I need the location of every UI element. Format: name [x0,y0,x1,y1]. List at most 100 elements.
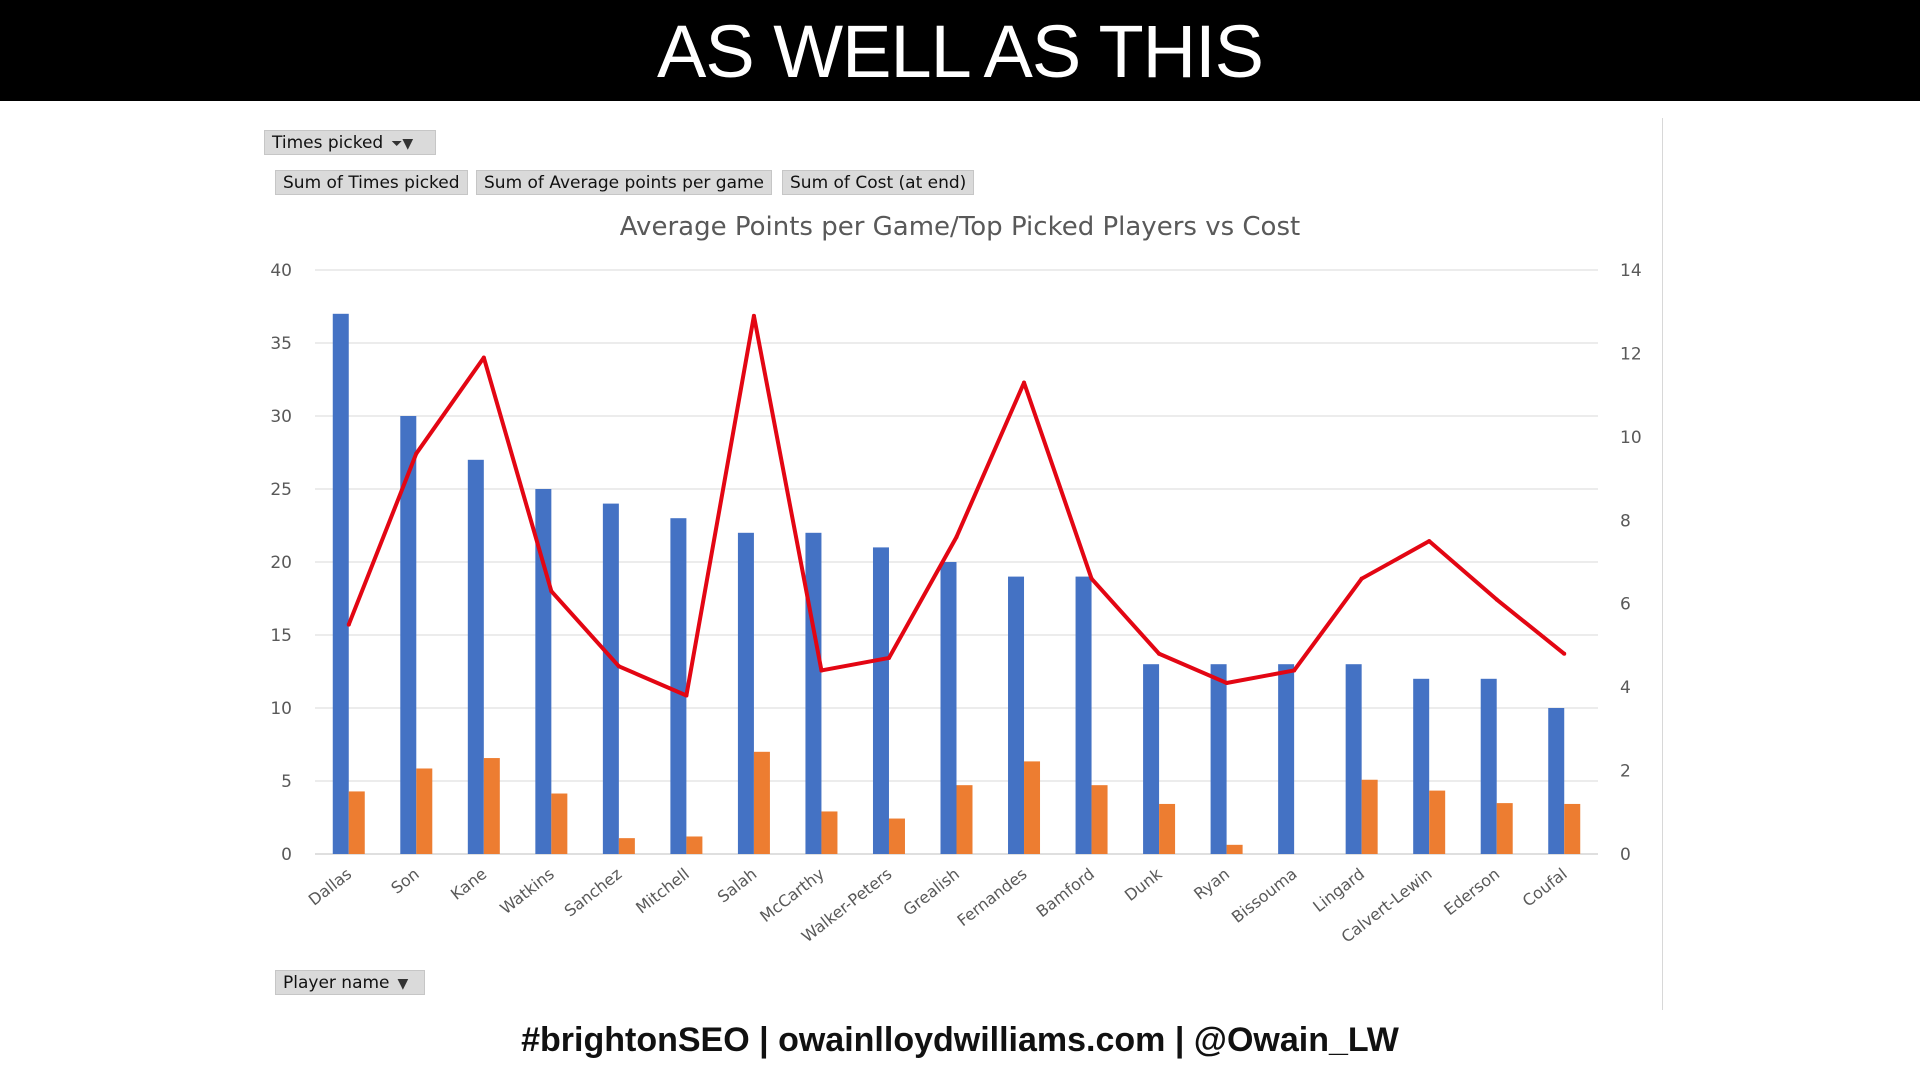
value-field-button-avg-points[interactable]: Sum of Average points per game [476,170,773,195]
bar-avg-points [483,758,500,854]
x-tick-label: Grealish [900,864,963,919]
bar-times-picked [602,503,619,854]
filter-field-button[interactable]: Times picked ⏷▼ [264,130,436,155]
line-series [346,313,1567,698]
y-left-tick-label: 0 [281,845,292,865]
line-cost-point [346,622,351,627]
combo-chart: Average Points per Game/Top Picked Playe… [270,212,1642,947]
axis-field-button[interactable]: Player name ▼ [275,970,425,995]
x-tick-label: Mitchell [632,864,693,917]
value-field-button-times-picked[interactable]: Sum of Times picked [275,170,468,195]
x-tick-label: Lingard [1309,864,1368,916]
bar-times-picked [872,547,889,854]
bar-times-picked [940,562,957,854]
slide-footer: #brightonSEO | owainlloydwilliams.com | … [521,1020,1399,1059]
x-tick-label: Ederson [1440,864,1503,919]
y-axis-left: 0 5 10 15 20 25 30 35 40 [270,261,292,865]
bar-times-picked [400,416,417,854]
excel-pivot-chart-panel: Times picked ⏷▼ Sum of Times picked Sum o… [260,118,1663,1010]
line-cost-point [1022,380,1027,385]
x-tick-label: Fernandes [953,864,1030,930]
x-tick-label: Dallas [305,864,355,909]
line-cost-point [414,451,419,456]
axis-field-label: Player name [283,973,390,993]
bar-avg-points [821,811,838,854]
y-right-tick-label: 6 [1620,595,1631,615]
bar-avg-points [1159,803,1176,854]
slide-title: AS WELL AS THIS [656,10,1264,93]
bar-avg-points [1024,761,1041,854]
line-cost-point [481,355,486,360]
bar-avg-points [1361,779,1378,854]
bar-avg-points [1496,803,1513,854]
line-cost-point [819,668,824,673]
bar-times-picked [1278,664,1295,854]
bar-times-picked [467,459,484,854]
y-left-tick-label: 5 [281,772,292,792]
line-cost-point [1224,680,1229,685]
line-cost-point [954,534,959,539]
y-left-tick-label: 15 [270,626,292,646]
bar-avg-points [1564,803,1581,854]
bar-avg-points [1429,790,1446,854]
bar-avg-points [888,818,905,854]
bar-avg-points [348,791,365,854]
bar-times-picked [670,518,687,854]
bar-times-picked [1413,678,1430,854]
y-axis-right: 0 2 4 6 8 10 12 14 [1620,261,1642,865]
line-cost-point [684,693,689,698]
y-right-tick-label: 14 [1620,261,1642,281]
bar-times-picked [1210,664,1227,854]
x-tick-label: Coufal [1519,864,1571,910]
x-tick-label: Son [387,864,422,897]
y-left-tick-label: 25 [270,480,292,500]
bar-times-picked [737,532,754,854]
y-left-tick-label: 30 [270,407,292,427]
line-cost-point [751,313,756,318]
line-cost-point [1292,668,1297,673]
line-cost-point [1427,539,1432,544]
y-right-tick-label: 2 [1620,762,1631,782]
y-right-tick-label: 8 [1620,511,1631,531]
bar-avg-points [1091,785,1108,854]
bar-times-picked [1480,678,1497,854]
slide-title-bar: AS WELL AS THIS [0,0,1920,101]
line-cost-point [886,655,891,660]
bar-times-picked [1345,664,1362,854]
line-cost-point [1359,576,1364,581]
bar-times-picked [805,532,822,854]
x-tick-label: Bamford [1033,864,1098,921]
value-field-button-cost[interactable]: Sum of Cost (at end) [782,170,975,195]
bar-avg-points [753,751,770,854]
bar-times-picked [1075,576,1092,854]
y-left-tick-label: 40 [270,261,292,281]
x-tick-label: Ryan [1190,864,1233,903]
y-right-tick-label: 0 [1620,845,1631,865]
y-left-tick-label: 10 [270,699,292,719]
x-axis-labels: Dallas Son Kane Watkins Sanchez Mitchell Salah… [305,864,1571,947]
chart-title: Average Points per Game/Top Picked Playe… [620,212,1300,242]
dropdown-arrow-icon: ▼ [397,976,409,992]
line-cost-point [1494,597,1499,602]
y-right-tick-label: 12 [1620,344,1642,364]
bar-times-picked [1143,664,1160,854]
x-tick-label: Dunk [1121,864,1166,905]
line-cost-point [1157,651,1162,656]
y-left-tick-label: 35 [270,334,292,354]
bar-times-picked [1008,576,1025,854]
y-right-tick-label: 4 [1620,678,1631,698]
bar-avg-points [686,836,703,854]
filter-field-label: Times picked [272,133,384,153]
x-tick-label: Salah [714,864,761,906]
bar-avg-points [618,838,635,854]
bar-times-picked [1548,708,1565,854]
bar-times-picked [332,313,349,854]
x-tick-label: Bissouma [1228,864,1301,927]
bar-avg-points [1226,844,1243,854]
bar-avg-points [956,785,973,854]
bar-avg-points [416,768,433,854]
x-tick-label: Kane [447,864,490,904]
line-cost-point [549,589,554,594]
bar-avg-points [551,793,568,854]
y-right-tick-label: 10 [1620,428,1642,448]
